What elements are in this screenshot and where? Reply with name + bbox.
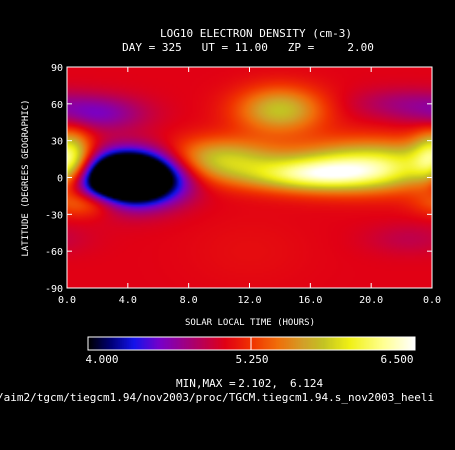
x-tick-label: 16.0	[298, 295, 322, 306]
minmax-label: MIN,MAX =	[176, 377, 236, 390]
max-value: 6.124	[290, 377, 323, 390]
colorbar-min-label: 4.000	[85, 353, 118, 366]
y-tick-label: -30	[45, 210, 63, 221]
x-tick-label: 4.0	[119, 295, 137, 306]
chart-subtitle: DAY = 325 UT = 11.00 ZP = 2.00	[122, 41, 374, 54]
x-tick-label: 0.0	[423, 295, 441, 306]
chart-title: LOG10 ELECTRON DENSITY (cm-3)	[160, 27, 352, 40]
x-tick-label: 12.0	[237, 295, 261, 306]
y-tick-label: -60	[45, 247, 63, 258]
x-axis: 0.0 4.0 8.0 12.0 16.0 20.0 0.0	[58, 67, 441, 306]
y-tick-label: 0	[57, 174, 63, 185]
y-tick-label: 90	[51, 63, 63, 74]
x-tick-label: 8.0	[180, 295, 198, 306]
colorbar: 4.000 5.250 6.500	[85, 336, 416, 366]
heatmap-image	[67, 67, 432, 288]
y-tick-label: 30	[51, 137, 63, 148]
colorbar-mid-label: 5.250	[235, 353, 268, 366]
y-axis-label: LATITUDE (DEGREES GEOGRAPHIC)	[21, 99, 31, 256]
plot-area	[66, 66, 433, 289]
y-tick-label: 60	[51, 100, 63, 111]
y-tick-label: -90	[45, 284, 63, 295]
x-axis-label: SOLAR LOCAL TIME (HOURS)	[185, 318, 315, 328]
file-path: /aim2/tgcm/tiegcm1.94/nov2003/proc/TGCM.…	[0, 391, 434, 404]
x-tick-label: 0.0	[58, 295, 76, 306]
x-tick-label: 20.0	[359, 295, 383, 306]
y-axis: 90 60 30 0 -30 -60 -90	[45, 63, 432, 295]
min-value: 2.102,	[238, 377, 278, 390]
colorbar-max-label: 6.500	[380, 353, 413, 366]
